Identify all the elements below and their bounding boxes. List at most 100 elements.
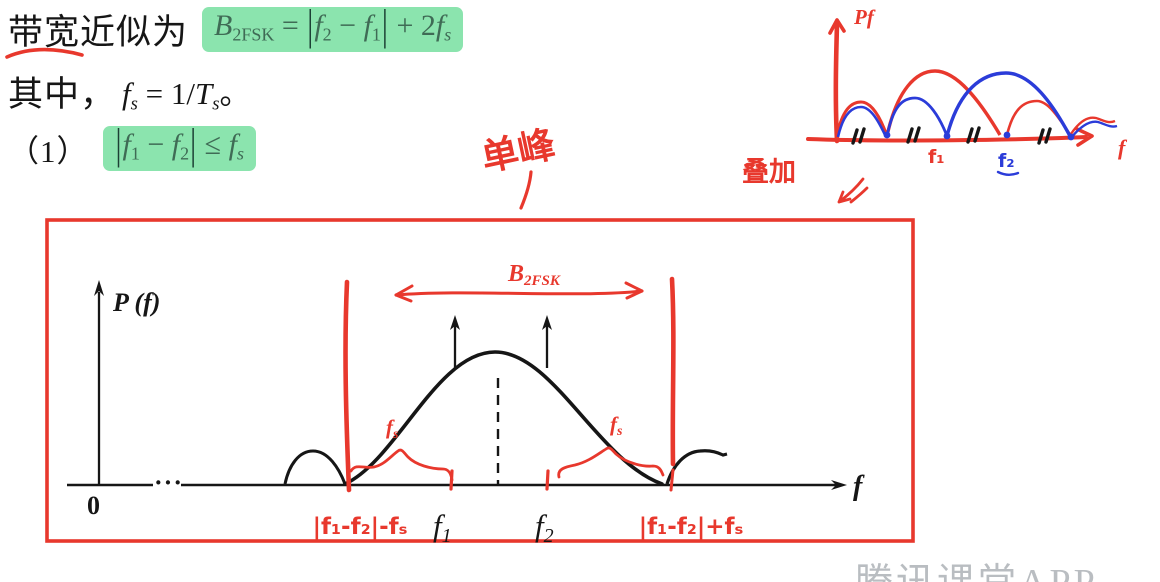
bandwidth-label-base: B: [507, 261, 524, 287]
bandwidth-double-arrow: [394, 289, 644, 297]
formula-part: s: [212, 93, 220, 115]
f2-impulse-arrowhead: [542, 315, 552, 330]
left-band-edge-line: [343, 279, 352, 493]
formula-part: + 2: [388, 9, 436, 43]
sketch-blue-tail: [1070, 120, 1118, 139]
formula-part: 1: [371, 24, 381, 45]
fs-sub: s: [616, 424, 623, 439]
formula-part: 1: [130, 143, 140, 164]
formula-part: f: [228, 128, 237, 162]
case-1-line: （1） |f1 − f2| ≤ fs: [8, 121, 256, 171]
fs-definition-text: 其中，: [8, 75, 117, 114]
bandwidth-sentence-text: 带宽近似为: [8, 13, 189, 52]
sketch-red-tail: [1070, 116, 1116, 135]
abs-bar: |: [190, 120, 197, 169]
sketch-axis-tick-marks: [851, 126, 1052, 145]
sketch-blue-lobe-2: [885, 96, 949, 137]
case-1-condition-highlight: |f1 − f2| ≤ fs: [102, 121, 256, 171]
superposition-annotation-text: 叠加: [742, 157, 796, 187]
sketch-y-axis-arrowhead: [828, 18, 846, 35]
f1-sub: 1: [442, 525, 452, 543]
formula-part: 2: [180, 143, 190, 164]
fs-right-brace: [557, 446, 665, 479]
abs-bar: |: [307, 1, 314, 50]
bandwidth-label-sub: 2FSK: [523, 273, 561, 289]
f2-axis-label: f2: [535, 508, 554, 543]
right-band-edge-tick: [669, 468, 675, 492]
diagram-x-axis-arrowhead: [831, 480, 847, 490]
single-peak-group: 单峰: [478, 124, 559, 180]
single-peak-descender-stroke: [519, 170, 533, 210]
abs-bar: |: [381, 1, 388, 50]
sketch-y-axis-label: Pf: [853, 5, 876, 29]
sketch-y-axis: [833, 21, 840, 144]
formula-part: = 1/: [137, 75, 195, 111]
diagram-x-axis-label: f: [853, 471, 865, 502]
f1-impulse-arrowhead: [450, 315, 460, 330]
left-bound-label: |f₁-f₂|-fₛ: [313, 514, 408, 540]
formula-part: 2: [322, 24, 332, 45]
single-peak-annotation: 单峰: [478, 124, 559, 210]
fs-base: f: [386, 415, 395, 439]
spectrum-diagram: P (f) ··· f 0 B2FSK fs fs |f₁-f₂: [45, 218, 915, 543]
sketch-f2-label: f₂: [998, 150, 1015, 172]
formula-part: f: [171, 128, 181, 162]
sketch-x-axis-label: f: [1118, 135, 1128, 160]
abs-bar: |: [115, 120, 122, 169]
f2-sub: 2: [544, 525, 554, 543]
fs-definition-formula: fs = 1/Ts。: [122, 68, 250, 116]
formula-part: s: [130, 93, 138, 115]
main-lobe-curve: [343, 350, 664, 486]
sketch-blue-lobe-1: [836, 105, 888, 138]
diagram-y-axis-arrowhead: [94, 280, 104, 296]
bandwidth-formula-highlight: B2FSK = |f2 − f1| + 2fs: [202, 2, 464, 52]
right-sidelobe-curve: [665, 449, 728, 485]
fs-left-brace: [349, 448, 454, 482]
bandwidth-label: B2FSK: [507, 261, 561, 289]
formula-part: s: [444, 24, 452, 45]
left-sidelobe-curve: [283, 449, 347, 485]
sketch-f2-underline: [996, 170, 1020, 176]
sketch-red-lobe-1: [835, 100, 889, 137]
bandwidth-arrowheads: [394, 281, 644, 303]
hand-sketch-spectrum: Pf f f₁ f₂ 叠加: [742, 5, 1128, 204]
sketch-blue-main-lobe-f2: [945, 71, 1073, 139]
formula-part: s: [236, 143, 244, 164]
superposition-arrow-icon: [837, 177, 869, 204]
red-underline-annotation: [5, 47, 84, 59]
formula-part: f: [122, 75, 131, 111]
f1-axis-label: f1: [433, 508, 452, 543]
formula-part: T: [195, 75, 213, 111]
sketch-null-dot: [883, 131, 891, 139]
fs-base: f: [610, 412, 619, 436]
diagram-red-frame: [45, 218, 915, 543]
diagram-axis-dots: ···: [154, 468, 183, 497]
fs-right-label: fs: [610, 412, 623, 439]
bandwidth-sentence: 带宽近似为 B2FSK = |f2 − f1| + 2fs: [8, 2, 464, 55]
sketch-red-main-lobe-f1: [885, 69, 1002, 137]
sketch-x-axis: [806, 135, 1088, 143]
fs-definition-sentence: 其中， fs = 1/Ts。: [8, 66, 251, 117]
formula-part: f: [122, 128, 131, 162]
formula-part: B: [214, 9, 233, 43]
formula-part: f: [435, 9, 445, 43]
underline-stroke: [5, 47, 84, 59]
sketch-null-dot: [1067, 133, 1075, 141]
formula-part: −: [331, 9, 364, 43]
right-band-edge-line: [669, 276, 676, 467]
formula-part: f: [363, 9, 372, 43]
formula-part: −: [139, 128, 172, 162]
single-peak-text: 单峰: [478, 124, 559, 180]
diagram-origin-label: 0: [87, 491, 100, 520]
case-1-number: （1）: [8, 134, 89, 169]
formula-part: 2FSK: [232, 24, 275, 45]
formula-part: =: [274, 9, 307, 43]
formula-part: ≤: [197, 128, 229, 162]
right-bound-label: |f₁-f₂|+fₛ: [639, 514, 744, 540]
diagram-y-axis-label: P (f): [112, 288, 160, 317]
fs-sub: s: [392, 427, 399, 442]
formula-part: 。: [219, 75, 251, 111]
sketch-null-dot: [1003, 131, 1011, 139]
formula-part: f: [314, 9, 323, 43]
